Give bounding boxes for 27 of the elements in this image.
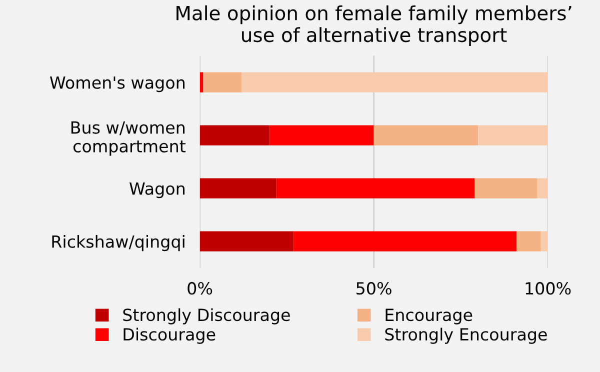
x-tick-label: 0%: [188, 282, 212, 295]
bar: [200, 72, 204, 92]
bar: [474, 178, 538, 198]
x-tick-label: 100%: [526, 282, 571, 295]
x-tick-label: 50%: [356, 282, 392, 295]
bar: [242, 72, 548, 92]
legend-label: Strongly Encourage: [385, 328, 547, 344]
bar: [269, 125, 374, 146]
y-tick-label: Bus w/women compartment: [71, 121, 186, 156]
legend-label: Strongly Discourage: [123, 308, 290, 324]
bar: [200, 231, 294, 252]
bar: [478, 125, 548, 146]
y-tick-label: Rickshaw/qingqi: [52, 235, 184, 252]
y-tick-label: Women's wagon: [50, 76, 184, 92]
bar: [200, 178, 276, 198]
bar: [203, 72, 242, 92]
bar: [276, 178, 475, 198]
bar: [374, 125, 478, 146]
bar: [516, 231, 541, 252]
legend-label: Encourage: [386, 308, 472, 324]
y-tick-label: Wagon: [129, 182, 184, 198]
legend-label: Discourage: [124, 328, 216, 344]
bar: [537, 178, 548, 198]
chart-title: Male opinion on female family members’ use of alternative transport: [176, 5, 572, 46]
bar: [200, 125, 270, 146]
bar: [294, 231, 516, 252]
bar: [540, 231, 548, 252]
